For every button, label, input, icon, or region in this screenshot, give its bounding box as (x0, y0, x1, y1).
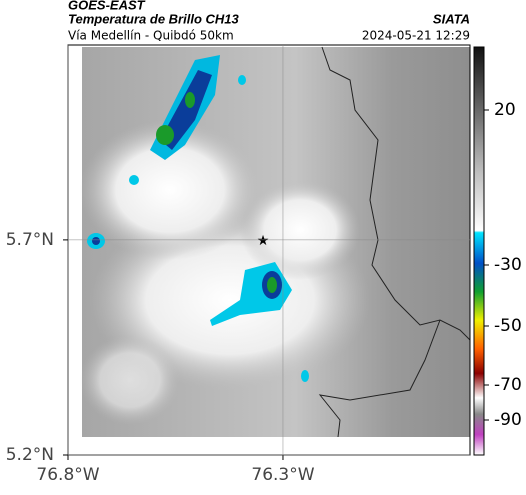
colorbar-tick-label: -30 (494, 255, 522, 275)
colorbar-tick-label: -70 (494, 375, 522, 395)
satellite-image (80, 46, 471, 438)
x-tick-label: 76.8°W (36, 465, 99, 485)
colorbar-tick-label: -50 (494, 316, 522, 336)
x-tick-label: 76.3°W (251, 465, 314, 485)
product: Temperatura de Brillo CH13 (68, 11, 240, 26)
location-marker: ★ (257, 233, 270, 249)
y-tick-label: 5.7°N (6, 230, 54, 250)
agency: SIATA (433, 11, 470, 26)
colorbar-tick-label: -90 (494, 410, 522, 430)
source: GOES-EAST (68, 0, 146, 12)
colorbar (473, 46, 485, 456)
colorbar-tick-label: 20 (494, 100, 516, 120)
y-tick-label: 5.2°N (6, 445, 54, 465)
route: Vía Medellín - Quibdó 50km (68, 29, 234, 43)
timestamp: 2024-05-21 12:29 (362, 29, 470, 43)
